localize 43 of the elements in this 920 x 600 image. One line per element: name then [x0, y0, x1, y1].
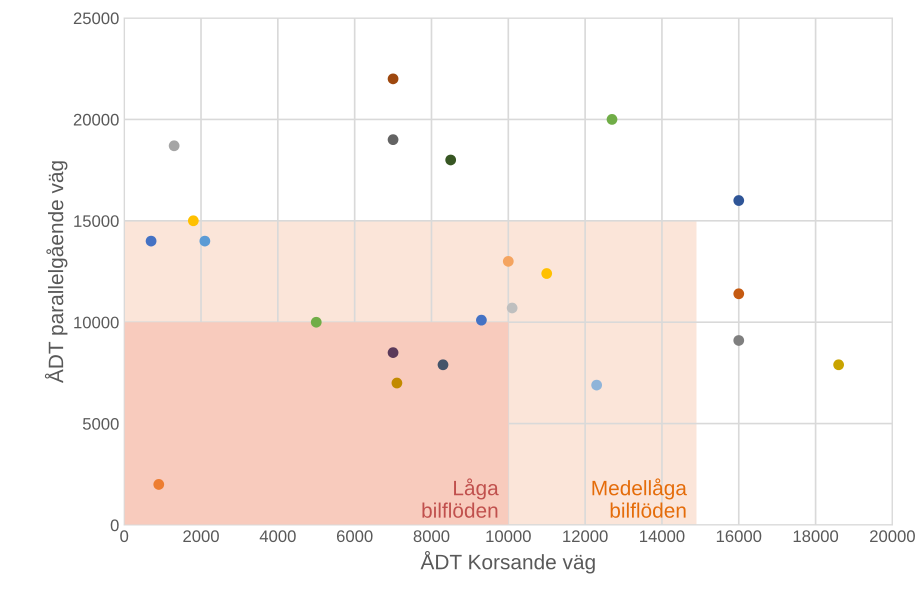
point	[388, 73, 398, 84]
point	[438, 359, 448, 370]
y-tick-label: 5000	[82, 418, 119, 430]
series-label: Medellåga bilflöden	[592, 478, 687, 518]
point	[833, 359, 844, 370]
x-tick-label: 10000	[486, 530, 531, 542]
point	[541, 268, 552, 279]
point	[733, 195, 744, 206]
x-tick-label: 0	[120, 530, 128, 542]
point	[310, 316, 322, 328]
point	[146, 236, 156, 246]
point	[388, 347, 398, 358]
point	[606, 114, 618, 125]
x-tick-label: 4000	[260, 530, 296, 542]
x-tick-label: 20000	[870, 530, 915, 542]
point	[445, 154, 456, 166]
x-tick-label: 14000	[640, 530, 684, 542]
x-tick-label: 6000	[336, 530, 373, 542]
point	[168, 140, 180, 152]
y-axis-title: ÅDT parallelgående väg	[44, 161, 68, 384]
point	[733, 335, 744, 346]
point	[153, 479, 164, 490]
point	[199, 236, 210, 246]
y-tick-label: 25000	[74, 12, 119, 24]
point	[476, 314, 487, 326]
point	[188, 215, 199, 226]
x-axis-title: ÅDT Korsande väg	[420, 550, 595, 574]
x-tick-label: 8000	[414, 530, 450, 542]
point	[591, 380, 602, 390]
point	[733, 288, 744, 300]
point	[392, 378, 402, 388]
series-label: Låga bilflöden	[422, 478, 499, 518]
y-tick-label: 20000	[74, 114, 119, 126]
y-tick-label: 15000	[74, 215, 119, 228]
x-tick-label: 18000	[794, 530, 838, 542]
point	[506, 302, 518, 314]
y-tick-label: 0	[110, 519, 119, 532]
x-tick-label: 16000	[716, 530, 762, 542]
x-tick-label: 12000	[563, 530, 608, 542]
point	[502, 256, 514, 267]
x-tick-label: 2000	[183, 530, 219, 542]
point	[388, 134, 398, 146]
y-tick-label: 10000	[74, 316, 119, 328]
